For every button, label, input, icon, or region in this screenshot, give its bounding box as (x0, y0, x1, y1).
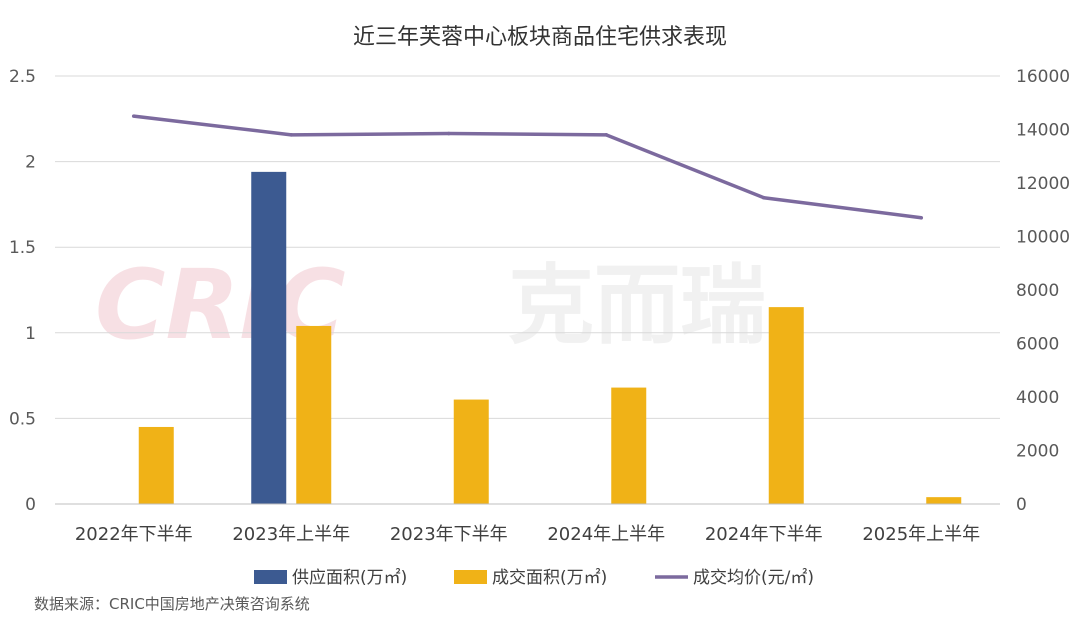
bar-transaction (611, 387, 647, 504)
source-note: 数据来源：CRIC中国房地产决策咨询系统 (34, 595, 310, 613)
right-y-tick-label: 10000 (1016, 228, 1070, 248)
right-y-tick-label: 14000 (1016, 121, 1070, 141)
price-point (761, 195, 766, 200)
right-y-tick-label: 4000 (1016, 388, 1059, 408)
bar-transaction (296, 325, 332, 504)
bars (138, 171, 962, 504)
cric-watermark: CRIC 克而瑞 (95, 249, 766, 361)
x-tick-label: 2024年上半年 (547, 524, 665, 545)
price-line-path (133, 114, 922, 220)
price-point (131, 114, 136, 118)
left-y-tick-label: 0 (25, 495, 36, 515)
legend-swatch (254, 570, 287, 584)
x-tick-label: 2024年下半年 (705, 524, 823, 545)
right-y-tick-label: 12000 (1016, 174, 1070, 194)
x-tick-label: 2023年上半年 (232, 524, 350, 545)
price-point (446, 131, 451, 136)
right-y-tick-label: 6000 (1016, 335, 1059, 355)
legend: 供应面积(万㎡) 成交面积(万㎡) 成交均价(元/㎡) (254, 568, 814, 588)
bar-transaction (926, 497, 962, 504)
right-y-axis: 0 2000 4000 6000 8000 10000 12000 14000 16000 (1016, 67, 1070, 515)
right-y-tick-label: 16000 (1016, 67, 1070, 87)
bar-transaction (453, 399, 489, 504)
x-tick-label: 2025年上半年 (862, 524, 980, 545)
left-y-tick-label: 0.5 (9, 409, 36, 429)
x-axis: 2022年下半年 2023年上半年 2023年下半年 2024年上半年 2024年下半年… (55, 503, 1000, 545)
left-y-tick-label: 1.5 (9, 238, 36, 258)
price-point (604, 133, 609, 137)
watermark-cjk: 克而瑞 (508, 256, 766, 356)
legend-swatch (454, 570, 487, 584)
legend-label: 成交面积(万㎡) (492, 568, 607, 588)
left-y-axis: 0 0.5 1 1.5 2 2.5 (9, 67, 36, 515)
price-line (131, 114, 924, 220)
left-y-tick-label: 2.5 (9, 67, 36, 87)
bar-supply (251, 171, 287, 504)
x-tick-label: 2023年下半年 (390, 524, 508, 545)
right-y-tick-label: 0 (1016, 495, 1027, 515)
legend-label: 供应面积(万㎡) (292, 568, 407, 588)
bar-transaction (768, 307, 804, 504)
left-y-tick-label: 2 (25, 153, 36, 173)
left-y-tick-label: 1 (25, 324, 36, 344)
right-y-tick-label: 2000 (1016, 442, 1059, 462)
price-point (289, 133, 294, 137)
right-y-tick-label: 8000 (1016, 281, 1059, 301)
x-tick-label: 2022年下半年 (75, 524, 193, 545)
legend-label: 成交均价(元/㎡) (693, 568, 814, 588)
price-point (919, 215, 924, 220)
bar-transaction (138, 426, 174, 504)
chart-title: 近三年芙蓉中心板块商品住宅供求表现 (353, 25, 727, 50)
